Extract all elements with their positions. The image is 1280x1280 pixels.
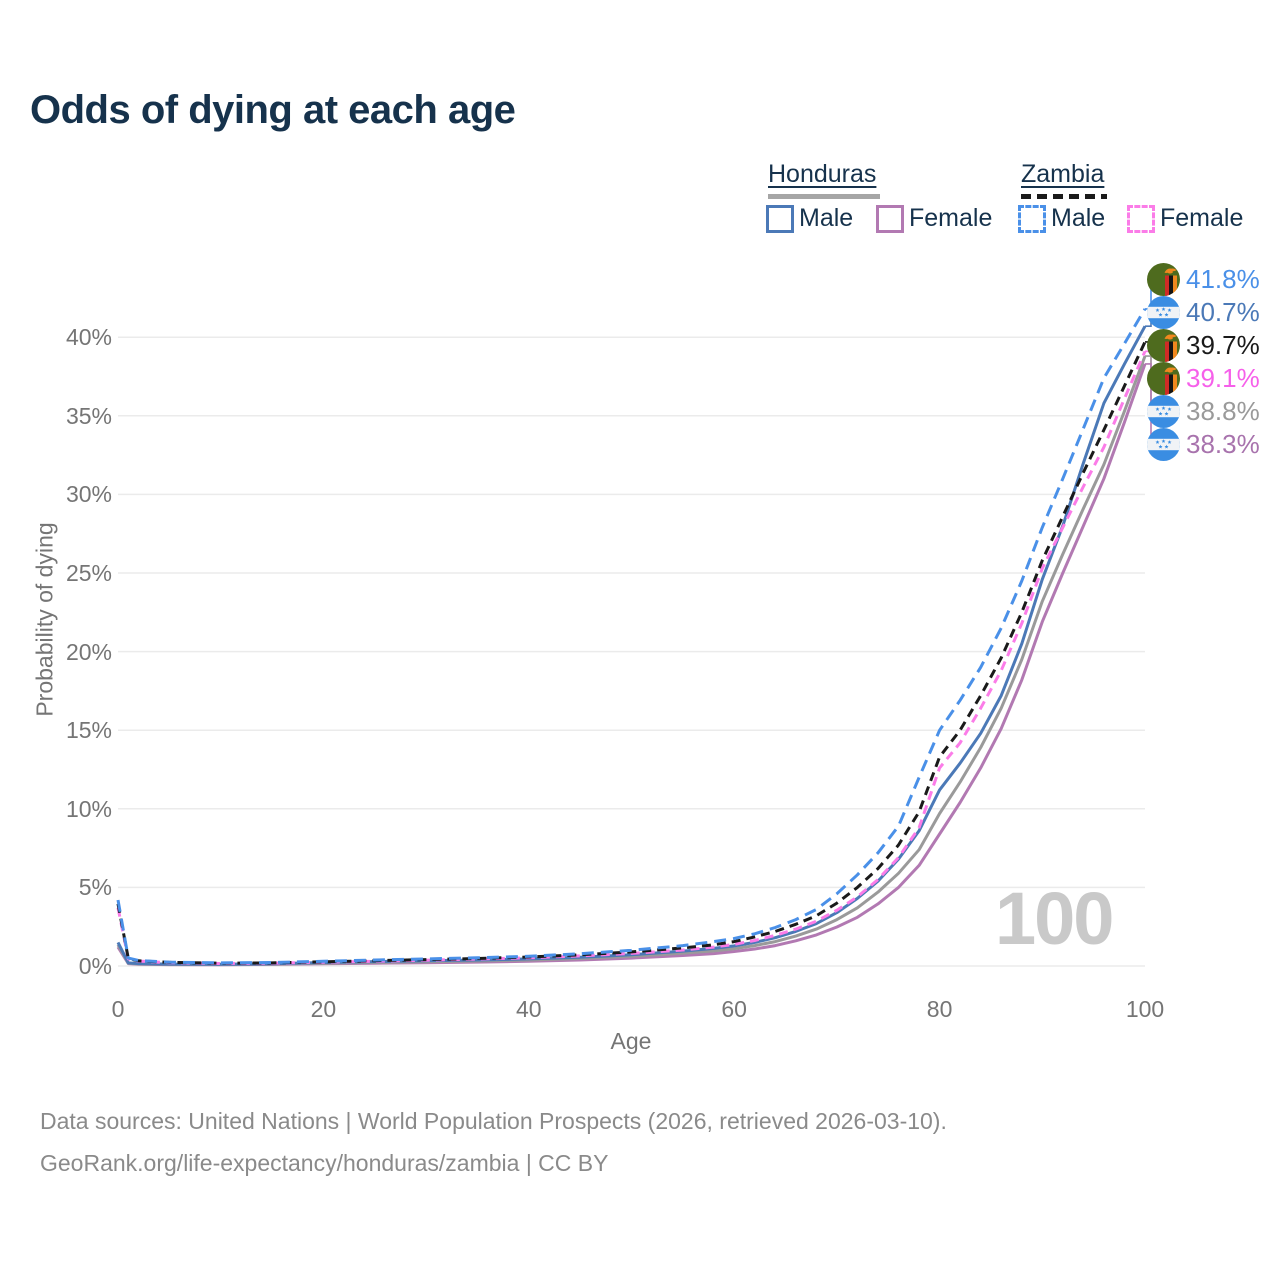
- line-zambia-female[interactable]: [116, 350, 1147, 965]
- honduras-flag-icon: [1147, 295, 1180, 329]
- y-tick-30%: 30%: [65, 481, 112, 508]
- end-label-zambia-male: 41.8%: [1147, 262, 1260, 296]
- x-tick-20: 20: [310, 996, 337, 1022]
- x-tick-60: 60: [721, 996, 747, 1022]
- legend-header-honduras: Honduras: [768, 160, 877, 188]
- legend-item-label: Female: [1160, 204, 1244, 232]
- legend-item-zambia-female[interactable]: Female: [1127, 204, 1243, 233]
- x-tick-0: 0: [111, 996, 125, 1022]
- zambia-male-swatch-icon: [1018, 204, 1046, 233]
- legend-item-zambia-male[interactable]: Male: [1018, 204, 1105, 233]
- y-tick-10%: 10%: [65, 795, 112, 822]
- line-honduras-female[interactable]: [116, 363, 1147, 967]
- grid-lines: [118, 336, 1145, 967]
- end-label-value: 39.7%: [1186, 329, 1260, 360]
- x-axis-label: Age: [610, 1028, 652, 1054]
- end-label-honduras: 38.8%: [1147, 394, 1260, 428]
- x-tick-100: 100: [1125, 996, 1165, 1022]
- end-label-zambia: 39.7%: [1147, 328, 1260, 362]
- legend-item-honduras-female[interactable]: Female: [876, 204, 992, 233]
- end-label-honduras-female: 38.3%: [1147, 427, 1260, 461]
- y-tick-20%: 20%: [65, 638, 112, 665]
- y-tick-0%: 0%: [78, 953, 112, 979]
- legend-header-zambia: Zambia: [1021, 160, 1105, 188]
- footer-data-sources: Data sources: United Nations | World Pop…: [40, 1108, 947, 1134]
- y-tick-15%: 15%: [65, 717, 112, 744]
- legend-item-label: Male: [799, 204, 854, 232]
- x-tick-80: 80: [926, 996, 953, 1022]
- end-label-zambia-female: 39.1%: [1147, 361, 1260, 395]
- zambia-flag-icon: [1147, 361, 1180, 395]
- line-zambia[interactable]: [116, 341, 1147, 965]
- end-label-value: 41.8%: [1186, 263, 1260, 294]
- honduras-flag-icon: [1147, 427, 1180, 461]
- honduras-flag-icon: [1147, 394, 1180, 428]
- legend-rule-zambia: [1021, 194, 1107, 199]
- y-tick-40%: 40%: [65, 324, 112, 351]
- end-label-value: 40.7%: [1186, 296, 1260, 327]
- page-title: Odds of dying at each age: [30, 88, 516, 132]
- y-tick-25%: 25%: [65, 560, 112, 586]
- y-tick-5%: 5%: [78, 874, 112, 901]
- end-label-value: 39.1%: [1186, 362, 1260, 393]
- zambia-flag-icon: [1147, 328, 1180, 362]
- x-tick-40: 40: [516, 996, 542, 1022]
- y-tick-35%: 35%: [65, 402, 112, 429]
- legend-item-label: Female: [909, 204, 993, 232]
- legend-group-zambia: Zambia: [1021, 160, 1107, 199]
- legend-item-label: Male: [1051, 204, 1106, 232]
- honduras-female-swatch-icon: [876, 204, 904, 233]
- zambia-flag-icon: [1147, 262, 1180, 296]
- zambia-female-swatch-icon: [1127, 204, 1155, 233]
- footer-attribution-link[interactable]: GeoRank.org/life-expectancy/honduras/zam…: [40, 1150, 609, 1176]
- end-label-value: 38.3%: [1186, 428, 1260, 459]
- legend-item-honduras-male[interactable]: Male: [766, 204, 853, 233]
- honduras-male-swatch-icon: [766, 204, 794, 233]
- line-honduras[interactable]: [116, 355, 1147, 966]
- y-axis-label: Probability of dying: [31, 522, 58, 717]
- end-label-value: 38.8%: [1186, 395, 1260, 426]
- legend-rule-honduras: [768, 194, 880, 199]
- line-zambia-male[interactable]: [116, 308, 1147, 965]
- end-label-honduras-male: 40.7%: [1147, 295, 1260, 329]
- legend-group-honduras: Honduras: [768, 160, 880, 199]
- hover-age-watermark: 100: [995, 877, 1114, 960]
